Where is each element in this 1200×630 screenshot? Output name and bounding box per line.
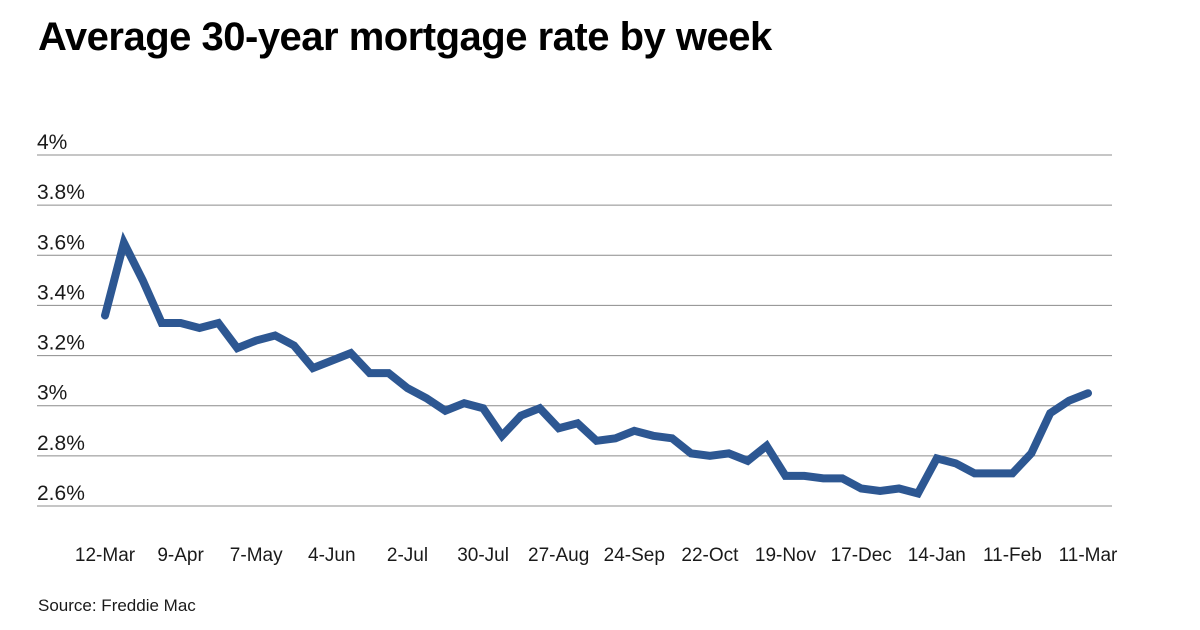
y-axis-labels: 4% 3.8% 3.6% 3.4% 3.2% 3% 2.8% 2.6% — [37, 131, 85, 505]
y-axis-label: 3.4% — [37, 281, 85, 304]
y-axis-label: 3% — [37, 382, 67, 405]
x-axis-label: 14-Jan — [908, 545, 966, 566]
x-axis-label: 30-Jul — [457, 545, 509, 566]
y-axis-label: 3.8% — [37, 181, 85, 204]
y-axis-label: 2.8% — [37, 432, 85, 455]
source-note: Source: Freddie Mac — [38, 596, 196, 615]
gridlines — [37, 154, 1112, 507]
x-axis-label: 12-Mar — [75, 545, 136, 566]
x-axis-label: 7-May — [230, 545, 283, 566]
x-axis-label: 4-Jun — [308, 545, 356, 566]
x-axis-label: 11-Mar — [1059, 545, 1118, 566]
y-axis-label: 2.6% — [37, 482, 85, 505]
x-axis-label: 2-Jul — [387, 545, 428, 566]
x-axis-labels: 12-Mar 9-Apr 7-May 4-Jun 2-Jul 30-Jul 27-Aug 24… — [75, 545, 1118, 566]
x-axis-label: 9-Apr — [157, 545, 204, 566]
x-axis-label: 24-Sep — [604, 545, 665, 566]
y-axis-label: 3.6% — [37, 231, 85, 254]
y-axis-label: 4% — [37, 131, 67, 154]
x-axis-label: 17-Dec — [831, 545, 892, 566]
rate-line-series — [101, 231, 1092, 499]
chart-title: Average 30-year mortgage rate by week — [38, 15, 772, 59]
x-axis-label: 19-Nov — [755, 545, 817, 566]
x-axis-label: 27-Aug — [528, 545, 589, 566]
x-axis-label: 22-Oct — [681, 545, 739, 566]
y-axis-label: 3.2% — [37, 332, 85, 355]
x-axis-label: 11-Feb — [983, 545, 1042, 566]
